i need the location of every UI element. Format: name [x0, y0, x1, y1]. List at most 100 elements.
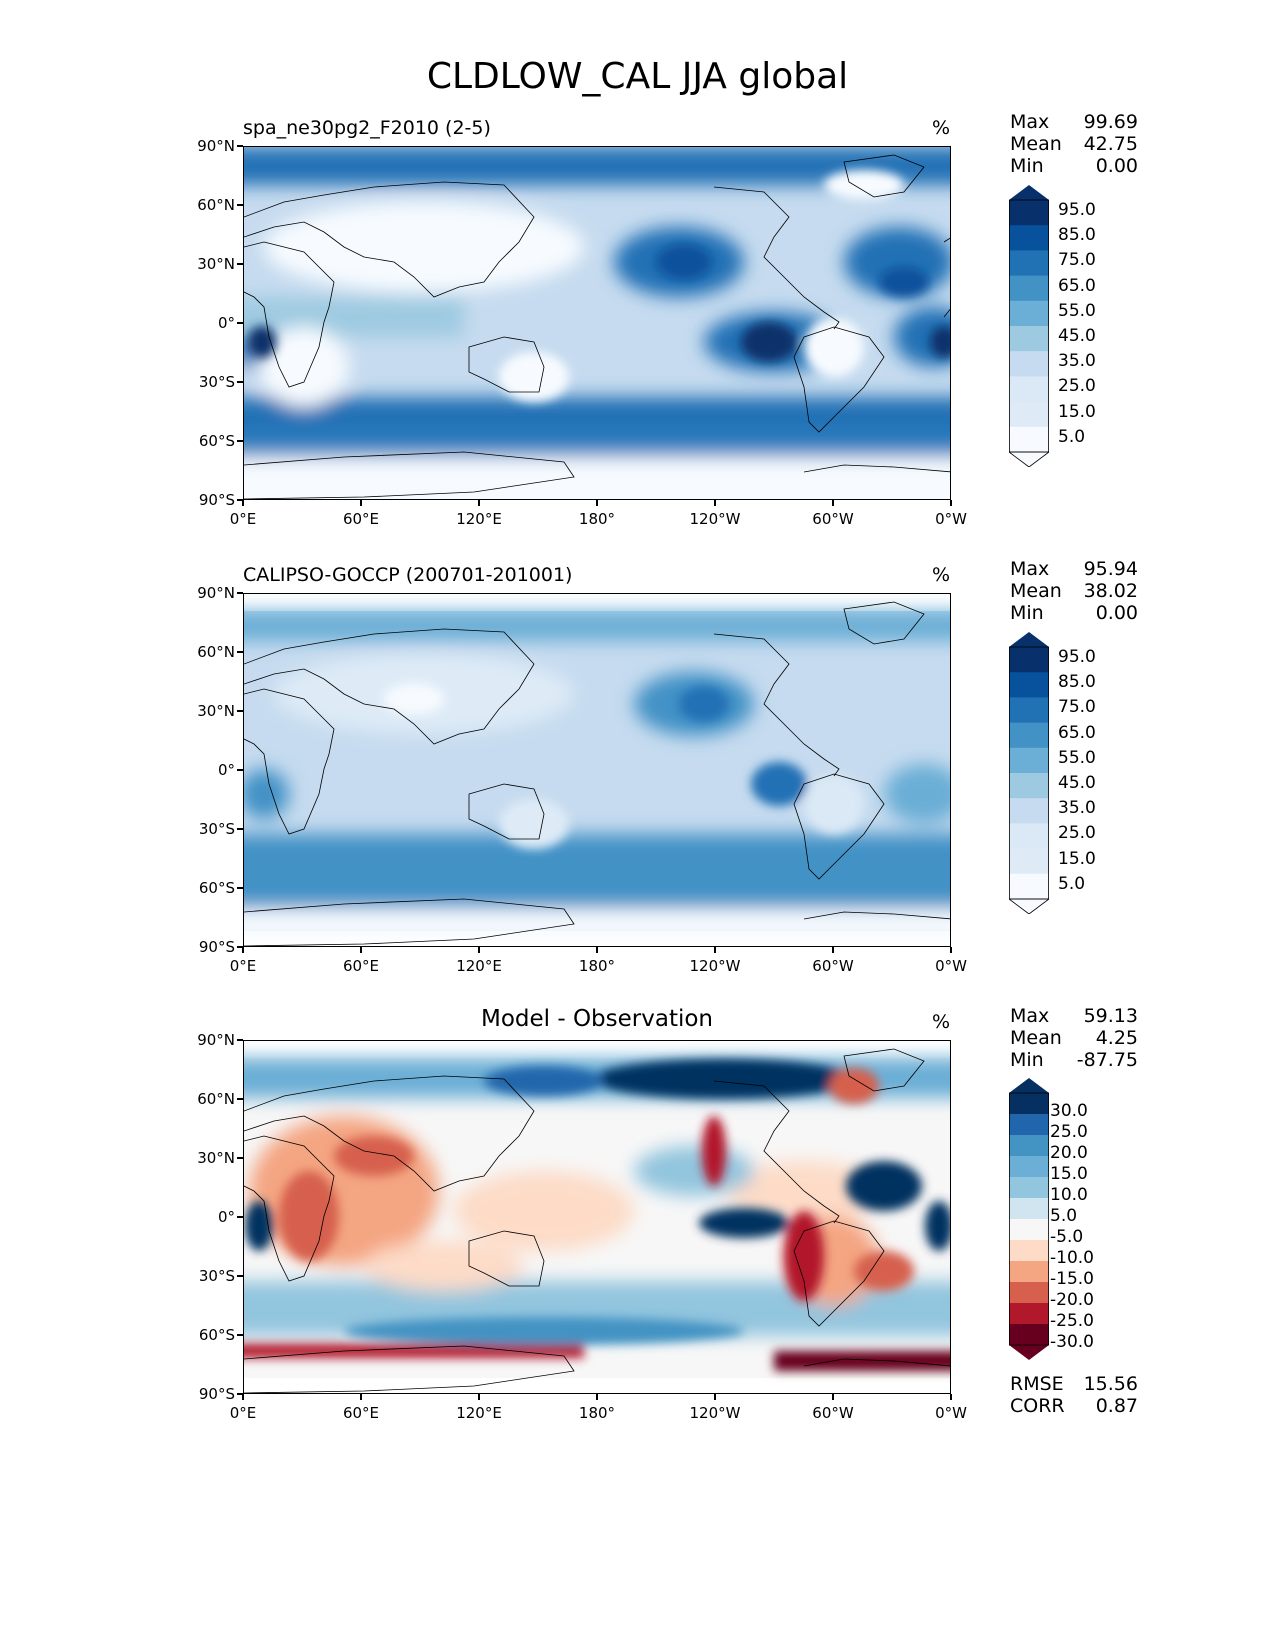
lon-tick-mark [478, 500, 480, 506]
colorbar-2-arrow-bottom [1007, 898, 1051, 915]
lon-tick-label: 120°E [456, 510, 502, 528]
lon-tick-label: 180° [578, 957, 616, 975]
lat-tick-mark [237, 946, 243, 948]
coastlines [244, 601, 950, 946]
colorbar-band [1009, 1114, 1049, 1136]
lon-tick-label: 60°E [342, 510, 380, 528]
colorbar-band [1009, 823, 1049, 850]
colorbar-tick-label: 30.0 [1050, 1101, 1088, 1121]
panel-2-colorbar [1007, 632, 1051, 915]
figure-title: CLDLOW_CAL JJA global [426, 56, 849, 97]
colorbar-band [1009, 1303, 1049, 1325]
colorbar-band [1009, 1177, 1049, 1199]
colorbar-band [1009, 1135, 1049, 1157]
lon-tick-label: 60°W [812, 1404, 854, 1422]
lat-tick-label: 0° [217, 1208, 235, 1226]
lat-tick-label: 30°S [198, 373, 235, 391]
colorbar-tick-label: 15.0 [1050, 1164, 1088, 1184]
lon-tick-label: 120°E [456, 1404, 502, 1422]
colorbar-band [1009, 647, 1049, 673]
lat-tick-label: 60°N [197, 643, 235, 661]
colorbar-tick-label: -20.0 [1050, 1290, 1094, 1310]
colorbar-3-arrow-bottom [1009, 1345, 1049, 1360]
lon-tick-label: 180° [578, 1404, 616, 1422]
lat-tick-label: 90°S [198, 491, 235, 509]
stat-min: Min -87.75 [1010, 1049, 1138, 1071]
lat-tick-mark [237, 592, 243, 594]
colorbar-tick-label: 85.0 [1058, 225, 1096, 246]
stat-max: Max 95.94 [1010, 558, 1138, 580]
lat-tick-label: 60°S [198, 432, 235, 450]
colorbar-band [1009, 1240, 1049, 1262]
lon-tick-mark [714, 500, 716, 506]
colorbar-tick-label: 85.0 [1058, 672, 1096, 693]
colorbar-1-svg [1007, 185, 1051, 468]
lat-tick-mark [237, 322, 243, 324]
colorbar-tick-label: 5.0 [1058, 873, 1086, 894]
colorbar-band [1009, 351, 1049, 377]
panel-3-stats: Max 59.13 Mean 4.25 Min -87.75 [1010, 1005, 1138, 1071]
colorbar-tick-label: -10.0 [1050, 1248, 1094, 1268]
colorbar-1-arrow-top [1009, 185, 1049, 200]
lat-tick-label: 60°S [198, 879, 235, 897]
panel-1-title: spa_ne30pg2_F2010 (2-5) [243, 117, 491, 139]
colorbar-band [1009, 722, 1049, 749]
colorbar-tick-label: 95.0 [1058, 647, 1096, 667]
lat-tick-mark [237, 1098, 243, 1100]
colorbar-tick-label: 45.0 [1058, 773, 1096, 793]
coastlines [244, 1048, 950, 1393]
lon-tick-label: 0°E [229, 1404, 257, 1422]
colorbar-2-svg [1007, 632, 1051, 915]
lon-tick-mark [832, 947, 834, 953]
colorbar-band [1009, 200, 1049, 226]
lon-tick-label: 0°E [229, 957, 257, 975]
lat-tick-mark [237, 1393, 243, 1395]
colorbar-band [1009, 672, 1049, 698]
colorbar-tick-label: 75.0 [1058, 697, 1096, 718]
colorbar-band [1009, 326, 1049, 352]
lon-tick-mark [360, 500, 362, 506]
lon-tick-label: 120°W [689, 510, 741, 528]
lat-tick-label: 90°N [197, 1031, 235, 1049]
lon-tick-label: 0°W [935, 510, 967, 528]
stat-min: Min 0.00 [1010, 155, 1138, 177]
colorbar-tick-label: 45.0 [1058, 326, 1096, 346]
colorbar-tick-label: 25.0 [1050, 1122, 1088, 1142]
panel-2-units: % [932, 564, 951, 586]
lon-tick-label: 120°E [456, 957, 502, 975]
lon-tick-label: 0°E [229, 510, 257, 528]
colorbar-tick-label: 15.0 [1058, 401, 1096, 422]
lat-tick-mark [237, 381, 243, 383]
lat-tick-mark [237, 887, 243, 889]
colorbar-band [1009, 376, 1049, 403]
colorbar-band [1009, 225, 1049, 251]
lat-tick-mark [237, 1216, 243, 1218]
lat-tick-label: 30°N [197, 255, 235, 273]
lon-tick-mark [242, 947, 244, 953]
lat-tick-label: 90°N [197, 584, 235, 602]
lon-tick-label: 180° [578, 510, 616, 528]
colorbar-tick-label: 65.0 [1058, 275, 1096, 296]
stat-mean: Mean 4.25 [1010, 1027, 1138, 1049]
colorbar-1-arrow-bottom [1007, 451, 1051, 468]
colorbar-tick-label: 35.0 [1058, 798, 1096, 819]
lon-tick-mark [950, 1394, 952, 1400]
lat-tick-label: 0° [217, 761, 235, 779]
colorbar-band [1009, 250, 1049, 277]
lat-tick-mark [237, 1039, 243, 1041]
lon-tick-label: 0°W [935, 1404, 967, 1422]
lat-tick-mark [237, 1334, 243, 1336]
colorbar-band [1009, 747, 1049, 774]
colorbar-tick-label: 55.0 [1058, 747, 1096, 768]
lat-tick-label: 30°N [197, 1149, 235, 1167]
coastlines [244, 154, 950, 499]
stat-max: Max 59.13 [1010, 1005, 1138, 1027]
stat-rmse: RMSE 15.56 [1010, 1373, 1138, 1395]
stat-min: Min 0.00 [1010, 602, 1138, 624]
colorbar-tick-label: 25.0 [1058, 823, 1096, 844]
colorbar-band [1009, 275, 1049, 302]
lat-tick-label: 30°N [197, 702, 235, 720]
lat-tick-mark [237, 710, 243, 712]
panel-1-colorbar [1007, 185, 1051, 468]
stat-max: Max 99.69 [1010, 111, 1138, 133]
